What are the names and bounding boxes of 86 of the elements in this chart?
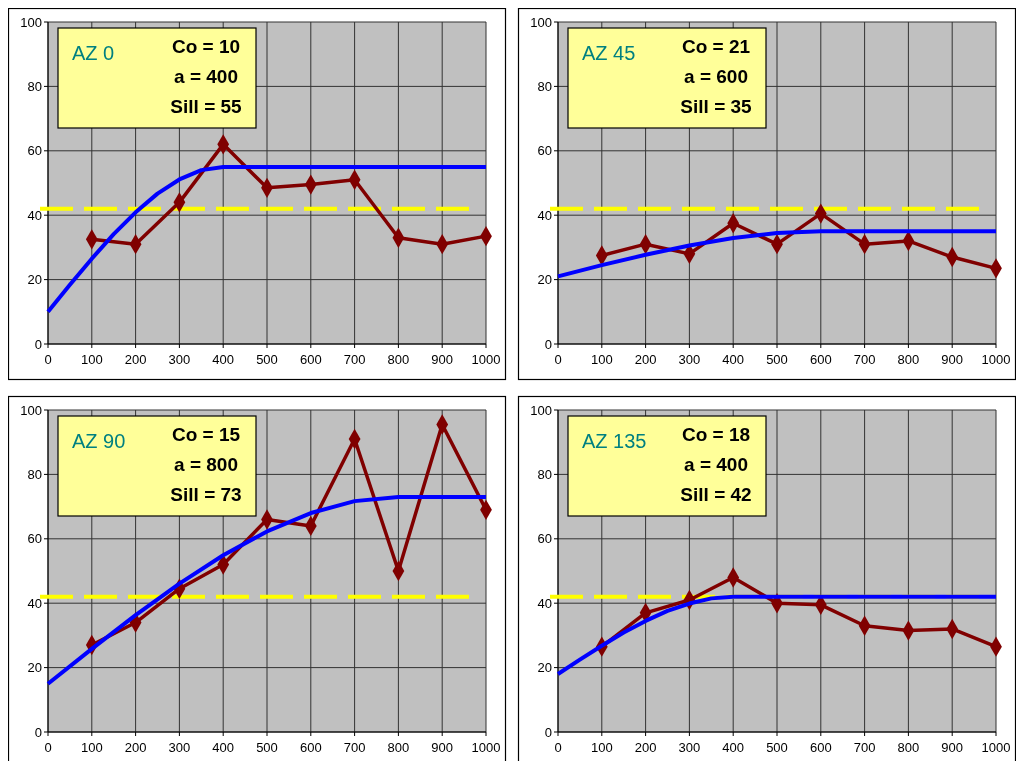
y-tick-label: 0 <box>34 724 42 740</box>
y-tick-label: 60 <box>27 531 42 547</box>
x-tick-label: 200 <box>124 352 147 367</box>
x-tick-label: 300 <box>168 740 191 755</box>
x-tick-label: 500 <box>766 352 788 367</box>
x-tick-label: 1000 <box>471 740 501 755</box>
x-tick-label: 100 <box>80 740 103 755</box>
x-tick-label: 0 <box>554 740 562 755</box>
annotation: Sill = 35 <box>680 96 753 117</box>
x-tick-label: 1000 <box>981 740 1011 755</box>
x-tick-label: 100 <box>80 352 103 367</box>
x-tick-label: 800 <box>387 352 410 367</box>
x-tick-label: 700 <box>853 352 876 367</box>
y-tick-label: 40 <box>537 207 552 223</box>
x-tick-label: 900 <box>431 740 454 755</box>
x-tick-label: 900 <box>941 352 964 367</box>
text: AZ 135 <box>582 430 647 452</box>
x-tick-label: 500 <box>256 352 278 367</box>
x-tick-label: 300 <box>678 740 701 755</box>
annotation: Sill = 73 <box>170 484 242 505</box>
x-tick-label: 1000 <box>471 352 501 367</box>
x-tick-label: 0 <box>44 740 52 755</box>
x-tick-label: 1000 <box>981 352 1011 367</box>
y-tick-label: 60 <box>537 143 552 159</box>
x-tick-label: 600 <box>299 352 322 367</box>
y-tick-label: 40 <box>27 595 42 611</box>
annotation: a = 400 <box>174 66 238 87</box>
x-tick-label: 0 <box>44 352 52 367</box>
line-series <box>46 164 488 314</box>
y-tick-label: 60 <box>537 531 552 547</box>
x-tick-label: 0 <box>554 352 562 367</box>
annotation: Co = 21 <box>681 36 751 57</box>
x-tick-label: 900 <box>431 352 454 367</box>
y-tick-label: 100 <box>530 402 552 418</box>
annotation: Sill = 42 <box>680 484 752 505</box>
x-tick-label: 700 <box>343 740 366 755</box>
y-tick-label: 0 <box>544 724 552 740</box>
x-tick-label: 100 <box>590 740 613 755</box>
x-tick-label: 300 <box>678 352 701 367</box>
annotation: Co = 18 <box>681 424 751 445</box>
y-tick-label: 100 <box>20 402 42 418</box>
text: AZ 90 <box>72 430 126 452</box>
y-tick-label: 40 <box>27 207 42 223</box>
x-tick-label: 800 <box>387 740 410 755</box>
x-tick-label: 900 <box>941 740 964 755</box>
x-tick-label: 800 <box>897 352 920 367</box>
x-tick-label: 200 <box>634 352 657 367</box>
annotation: Co = 15 <box>171 424 241 445</box>
y-tick-label: 20 <box>537 660 552 676</box>
x-tick-label: 100 <box>590 352 613 367</box>
annotation: a = 400 <box>684 454 748 475</box>
y-tick-label: 60 <box>27 143 42 159</box>
x-tick-label: 200 <box>124 740 147 755</box>
x-tick-label: 600 <box>809 352 832 367</box>
x-tick-label: 400 <box>212 740 235 755</box>
x-tick-label: 500 <box>256 740 278 755</box>
annotation: Co = 10 <box>171 36 241 57</box>
y-tick-label: 20 <box>27 272 42 288</box>
annotation: a = 600 <box>684 66 748 87</box>
y-tick-label: 40 <box>537 595 552 611</box>
y-tick-label: 0 <box>544 336 552 352</box>
line-series <box>556 229 998 279</box>
y-tick-label: 80 <box>27 466 42 482</box>
x-tick-label: 400 <box>722 740 745 755</box>
y-tick-label: 100 <box>20 14 42 30</box>
x-tick-label: 300 <box>168 352 191 367</box>
x-tick-label: 200 <box>634 740 657 755</box>
annotation: Sill = 55 <box>170 96 243 117</box>
x-tick-label: 400 <box>722 352 745 367</box>
y-tick-label: 80 <box>537 78 552 94</box>
x-tick-label: 400 <box>212 352 235 367</box>
annotation: a = 800 <box>174 454 238 475</box>
x-tick-label: 700 <box>343 352 366 367</box>
x-tick-label: 500 <box>766 740 788 755</box>
text: AZ 45 <box>582 42 636 64</box>
y-tick-label: 20 <box>27 660 42 676</box>
y-tick-label: 80 <box>537 466 552 482</box>
y-tick-label: 20 <box>537 272 552 288</box>
x-tick-label: 700 <box>853 740 876 755</box>
x-tick-label: 600 <box>299 740 322 755</box>
y-tick-label: 80 <box>27 78 42 94</box>
x-tick-label: 600 <box>809 740 832 755</box>
text: AZ 0 <box>72 42 115 64</box>
y-tick-label: 100 <box>530 14 552 30</box>
y-tick-label: 0 <box>34 336 42 352</box>
x-tick-label: 800 <box>897 740 920 755</box>
